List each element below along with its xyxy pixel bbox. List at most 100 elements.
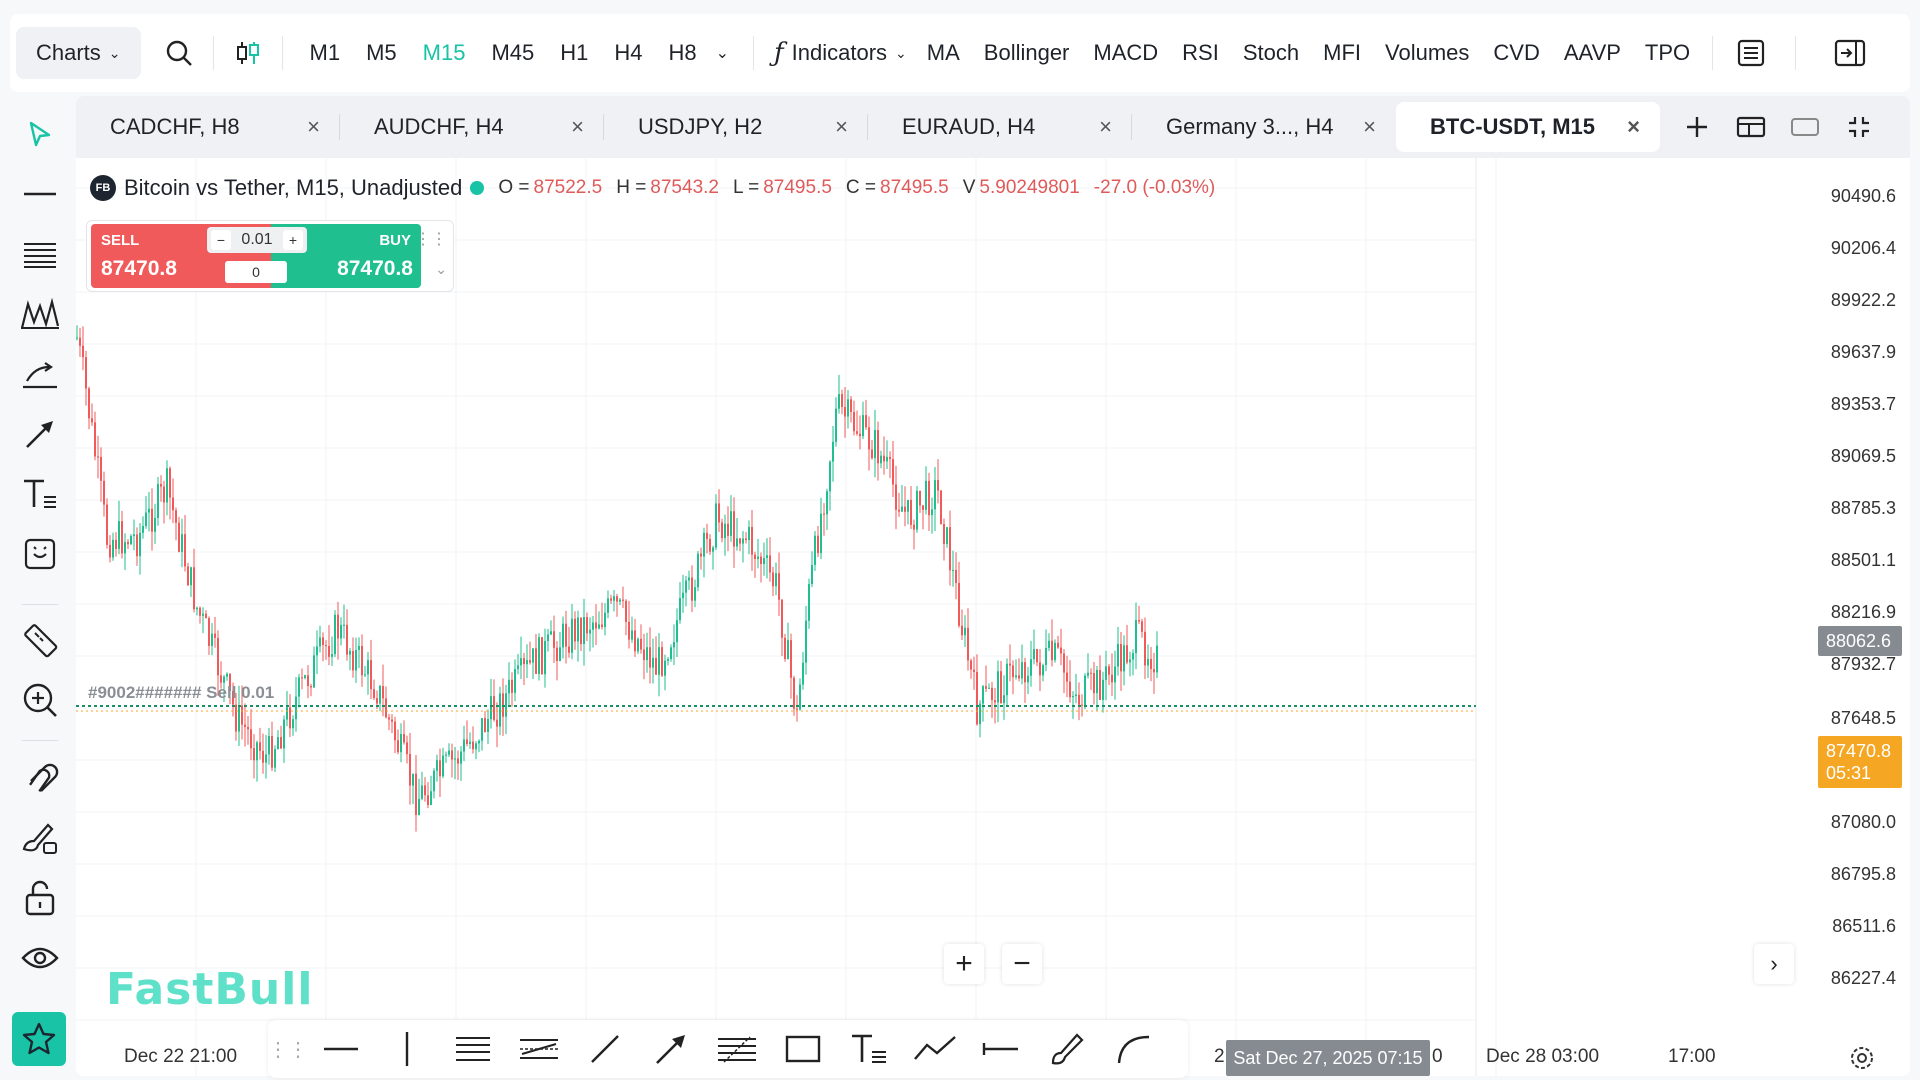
candle-body xyxy=(598,624,600,629)
candle-body xyxy=(322,637,324,646)
text-tool-icon[interactable] xyxy=(10,468,70,520)
candle-body xyxy=(805,620,807,663)
arc-icon[interactable] xyxy=(1100,1024,1166,1074)
candle-body xyxy=(472,741,474,750)
chart-tab[interactable]: USDJPY, H2 × xyxy=(604,102,868,152)
indicator-bollinger[interactable]: Bollinger xyxy=(983,40,1070,65)
candle-body xyxy=(391,719,393,722)
drag-handle-icon[interactable]: ⋮⋮ xyxy=(415,231,447,248)
close-tab-icon[interactable]: × xyxy=(1363,114,1376,139)
close-tab-icon[interactable]: × xyxy=(307,114,320,139)
candle-body xyxy=(139,532,141,557)
quantity-stepper[interactable]: − 0.01 + xyxy=(207,227,307,253)
timeframe-m45[interactable]: M45 xyxy=(491,40,535,65)
candle-body xyxy=(121,521,123,554)
indicators-menu-button[interactable]: ƒ Indicators ⌄ xyxy=(774,38,907,68)
brush-icon[interactable] xyxy=(1034,1024,1100,1074)
zoom-in-icon[interactable] xyxy=(10,674,70,726)
close-tab-icon[interactable]: × xyxy=(1627,114,1640,139)
favorites-star-icon[interactable] xyxy=(12,1012,66,1066)
horizontal-line-icon[interactable] xyxy=(308,1024,374,1074)
indicator-cvd[interactable]: CVD xyxy=(1493,40,1540,65)
arrow-icon[interactable] xyxy=(10,408,70,460)
indicator-mfi[interactable]: MFI xyxy=(1323,40,1362,65)
pattern-icon[interactable] xyxy=(10,288,70,340)
indicator-stoch[interactable]: Stoch xyxy=(1242,40,1300,65)
price-tick-label: 86511.6 xyxy=(1832,916,1896,936)
indicator-volumes[interactable]: Volumes xyxy=(1385,40,1470,65)
arrow-line-icon[interactable] xyxy=(638,1024,704,1074)
ray-line-icon[interactable] xyxy=(572,1024,638,1074)
emoji-sticker-icon[interactable] xyxy=(10,528,70,580)
candle-body xyxy=(271,736,273,768)
brush-lock-icon[interactable] xyxy=(10,812,70,864)
candle-body xyxy=(970,660,972,670)
candlestick-icon[interactable] xyxy=(228,33,268,73)
candle-body xyxy=(517,665,519,670)
layout-list-icon[interactable] xyxy=(1731,33,1771,73)
trend-line-icon[interactable] xyxy=(10,168,70,220)
regression-channel-icon[interactable] xyxy=(506,1024,572,1074)
chart-tab[interactable]: Germany 3..., H4 × xyxy=(1132,102,1396,152)
timeframe-h4[interactable]: H4 xyxy=(614,40,643,65)
position-field[interactable]: 0 xyxy=(225,261,287,283)
zoom-out-button[interactable]: − xyxy=(1002,944,1042,984)
parallel-channel-icon[interactable] xyxy=(440,1024,506,1074)
chart-tab[interactable]: CADCHF, H8 × xyxy=(76,102,340,152)
plus-icon[interactable]: + xyxy=(282,230,303,250)
add-tab-icon[interactable] xyxy=(1670,105,1724,149)
symbol-legend: FB Bitcoin vs Tether, M15, Unadjusted O … xyxy=(90,170,1229,206)
rectangle-icon[interactable] xyxy=(770,1024,836,1074)
collapse-panel-icon[interactable] xyxy=(1830,33,1870,73)
buy-button[interactable]: BUY 87470.8 xyxy=(317,224,421,288)
timeframe-m15[interactable]: M15 xyxy=(422,40,466,65)
indicator-rsi[interactable]: RSI xyxy=(1182,40,1219,65)
projection-icon[interactable] xyxy=(10,348,70,400)
horizontal-ray-icon[interactable] xyxy=(968,1024,1034,1074)
timeframe-m1[interactable]: M1 xyxy=(309,40,341,65)
candle-body xyxy=(205,613,207,619)
zoom-in-button[interactable]: + xyxy=(944,944,984,984)
indicator-aavp[interactable]: AAVP xyxy=(1563,40,1621,65)
cursor-icon[interactable] xyxy=(10,108,70,160)
close-tab-icon[interactable]: × xyxy=(1099,114,1112,139)
chart-tab[interactable]: EURAUD, H4 × xyxy=(868,102,1132,152)
indicator-macd[interactable]: MACD xyxy=(1093,40,1159,65)
charts-menu-button[interactable]: Charts ⌄ xyxy=(16,27,141,79)
settings-gear-icon[interactable] xyxy=(1848,1044,1876,1077)
fib-retracement-icon[interactable] xyxy=(10,228,70,280)
search-icon[interactable] xyxy=(159,33,199,73)
polyline-icon[interactable] xyxy=(902,1024,968,1074)
close-tab-icon[interactable]: × xyxy=(835,114,848,139)
chevron-down-icon[interactable]: ⌄ xyxy=(435,261,447,277)
magnet-icon[interactable] xyxy=(10,752,70,804)
scroll-right-button[interactable]: › xyxy=(1754,944,1794,984)
timeframe-h8[interactable]: H8 xyxy=(668,40,697,65)
candle-body xyxy=(856,431,858,434)
chart-tab[interactable]: BTC-USDT, M15 × xyxy=(1396,102,1660,152)
timeframe-h1[interactable]: H1 xyxy=(560,40,589,65)
minus-icon[interactable]: − xyxy=(211,230,231,250)
eye-icon[interactable] xyxy=(10,932,70,984)
close-tab-icon[interactable]: × xyxy=(571,114,584,139)
indicator-ma[interactable]: MA xyxy=(926,40,960,65)
candle-body xyxy=(277,737,279,750)
candle-body xyxy=(220,675,222,683)
candle-body xyxy=(847,399,849,417)
timeframe-m5[interactable]: M5 xyxy=(366,40,397,65)
exit-fullscreen-icon[interactable] xyxy=(1832,105,1886,149)
fib-channel-icon[interactable] xyxy=(704,1024,770,1074)
chart-tab[interactable]: AUDCHF, H4 × xyxy=(340,102,604,152)
candlestick-chart[interactable]: #9002####### Sell 0.01 xyxy=(76,158,1910,1076)
vertical-line-icon[interactable] xyxy=(374,1024,440,1074)
single-layout-icon[interactable] xyxy=(1778,105,1832,149)
indicator-tpo[interactable]: TPO xyxy=(1644,40,1691,65)
more-timeframes-chevron-icon[interactable]: ⌄ xyxy=(715,45,730,62)
sell-button[interactable]: SELL 87470.8 xyxy=(91,224,225,288)
price-tick-label: 88501.1 xyxy=(1830,550,1896,570)
split-layout-icon[interactable] xyxy=(1724,105,1778,149)
drag-handle-icon[interactable]: ⋮⋮ xyxy=(268,1038,308,1061)
ruler-icon[interactable] xyxy=(10,614,70,666)
text-tool-icon[interactable] xyxy=(836,1024,902,1074)
lock-icon[interactable] xyxy=(10,872,70,924)
